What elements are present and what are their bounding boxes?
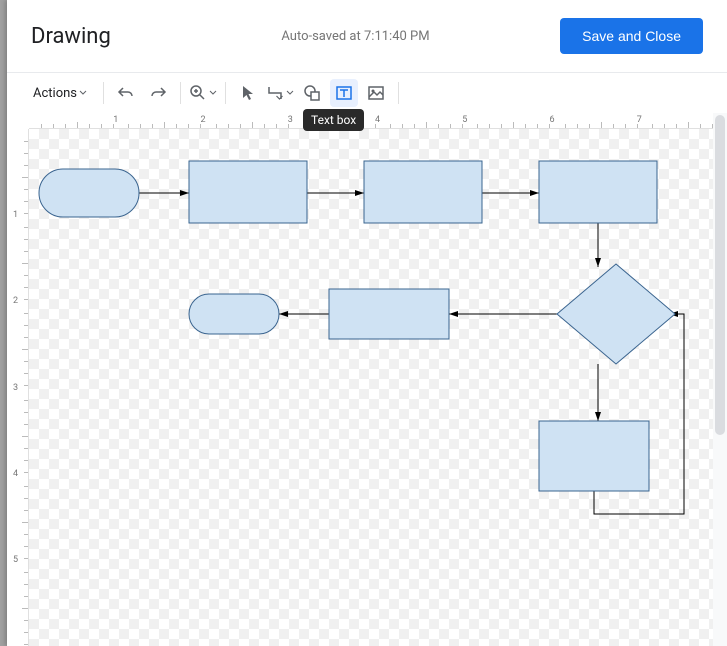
textbox-icon xyxy=(335,84,353,102)
scroll-thumb[interactable] xyxy=(715,115,725,435)
node-r4[interactable] xyxy=(329,289,449,339)
chevron-down-icon xyxy=(286,89,294,97)
textbox-tool[interactable] xyxy=(330,79,358,107)
flowchart-svg xyxy=(29,129,713,646)
shape-icon xyxy=(303,84,321,102)
node-start[interactable] xyxy=(39,169,139,217)
cursor-icon xyxy=(239,84,257,102)
node-r3[interactable] xyxy=(539,161,657,223)
toolbar: Actions Text b xyxy=(7,73,727,113)
autosave-status: Auto-saved at 7:11:40 PM xyxy=(241,29,429,44)
scrollbar-vertical[interactable] xyxy=(713,113,727,646)
actions-menu[interactable]: Actions xyxy=(25,79,95,107)
shape-tool[interactable] xyxy=(298,79,326,107)
node-r1[interactable] xyxy=(189,161,307,223)
dialog-header: Drawing Auto-saved at 7:11:40 PM Save an… xyxy=(7,0,727,73)
drawing-canvas[interactable] xyxy=(29,129,713,646)
canvas-area: 1234567 12345 xyxy=(7,113,727,646)
separator xyxy=(225,82,226,104)
drawing-dialog: Drawing Auto-saved at 7:11:40 PM Save an… xyxy=(7,0,727,646)
zoom-menu[interactable] xyxy=(189,79,217,107)
undo-button[interactable] xyxy=(112,79,140,107)
node-end[interactable] xyxy=(189,294,279,334)
separator xyxy=(180,82,181,104)
actions-label: Actions xyxy=(33,86,77,101)
select-tool[interactable] xyxy=(234,79,262,107)
node-r2[interactable] xyxy=(364,161,482,223)
tooltip: Text box xyxy=(303,109,364,131)
chevron-down-icon xyxy=(79,89,87,97)
ruler-vertical[interactable]: 12345 xyxy=(7,129,29,646)
image-icon xyxy=(367,84,385,102)
line-icon xyxy=(266,84,284,102)
node-r5[interactable] xyxy=(539,421,649,491)
separator xyxy=(398,82,399,104)
image-tool[interactable] xyxy=(362,79,390,107)
chevron-down-icon xyxy=(209,89,217,97)
ruler-horizontal[interactable]: 1234567 xyxy=(29,113,727,129)
line-tool[interactable] xyxy=(266,79,294,107)
separator xyxy=(103,82,104,104)
save-close-button[interactable]: Save and Close xyxy=(560,18,703,54)
dialog-title: Drawing xyxy=(31,24,111,49)
redo-icon xyxy=(149,84,167,102)
undo-icon xyxy=(117,84,135,102)
zoom-icon xyxy=(189,84,207,102)
redo-button[interactable] xyxy=(144,79,172,107)
node-dec[interactable] xyxy=(557,264,675,364)
